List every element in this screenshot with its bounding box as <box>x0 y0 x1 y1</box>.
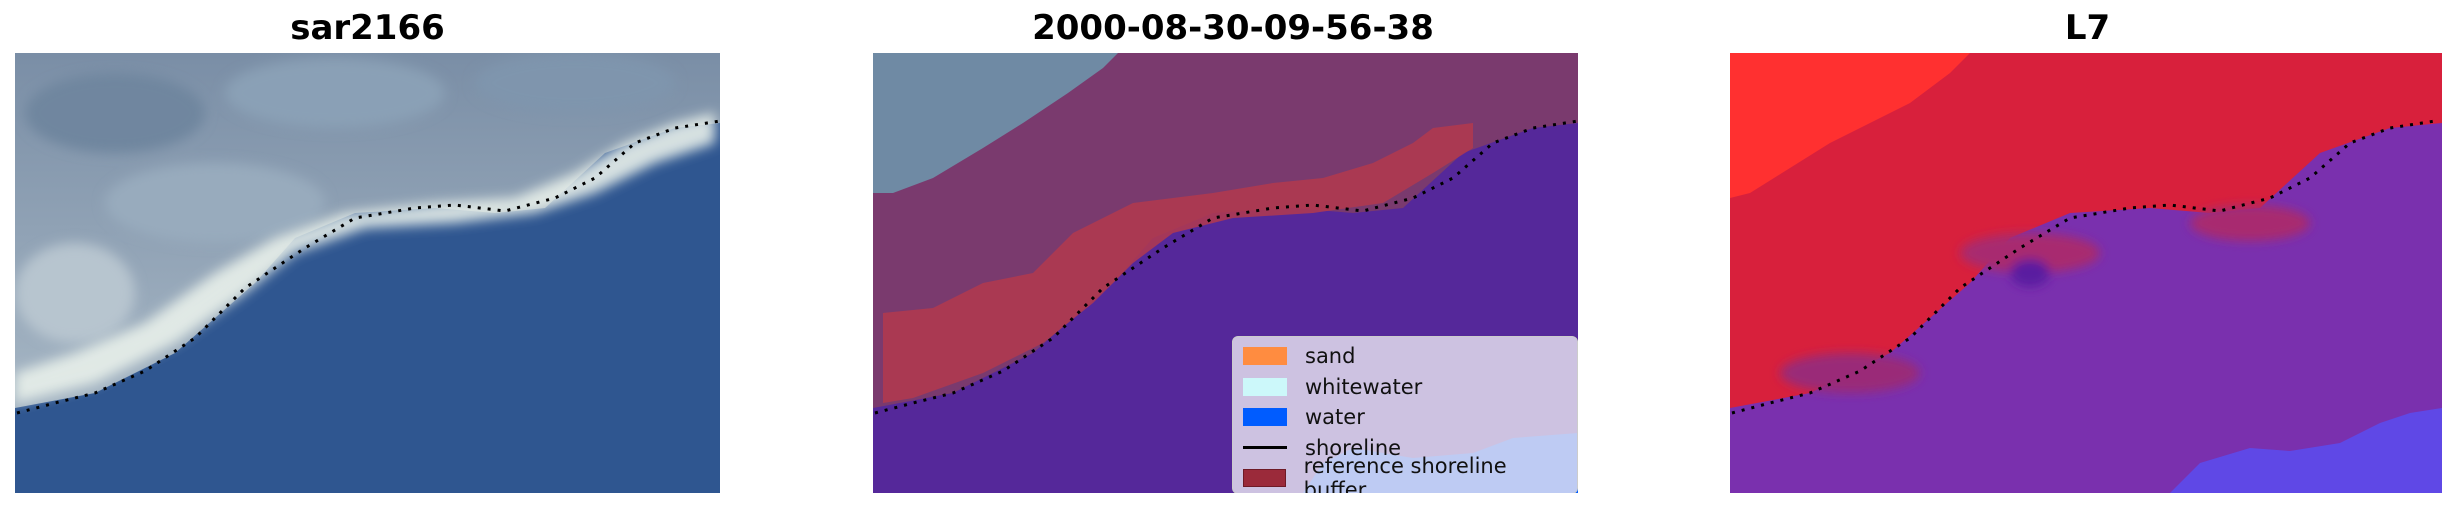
legend-item-sand: sand <box>1243 341 1567 372</box>
legend-item-water: water <box>1243 402 1567 433</box>
probability-image <box>1730 53 2442 493</box>
rgb-panel: sar2166 <box>15 0 720 508</box>
panel-title-date: 2000-08-30-09-56-38 <box>1032 8 1434 48</box>
cloud-texture <box>15 53 675 343</box>
legend-item-buffer: reference shoreline buffer <box>1243 454 1567 493</box>
buffer-swatch <box>1243 469 1286 488</box>
shoreline-dotted <box>16 119 720 415</box>
land-prob-area <box>1730 53 2442 408</box>
classified-image: sand whitewater water shoreline referenc… <box>873 53 1578 493</box>
legend-item-shoreline: shoreline <box>1243 433 1567 464</box>
low-prob-corner <box>2170 408 2442 493</box>
shoreline-swatch <box>1243 446 1287 450</box>
water-swatch <box>1243 408 1287 427</box>
legend: sand whitewater water shoreline referenc… <box>1232 336 1578 493</box>
rgb-image <box>15 53 720 493</box>
probability-panel: L7 <box>1730 0 2445 508</box>
whitewater-band <box>15 113 715 403</box>
whitewater-swatch <box>1243 377 1287 396</box>
transition-texture <box>1780 205 2310 393</box>
unclassified-area <box>873 53 1118 193</box>
shoreline-dotted <box>874 119 1578 415</box>
high-prob-area <box>1730 53 1970 198</box>
legend-item-whitewater: whitewater <box>1243 372 1567 403</box>
panel-title-rgb: sar2166 <box>290 8 445 48</box>
shoreline-dotted <box>1731 119 2436 415</box>
classification-panel: 2000-08-30-09-56-38 sand whitewater wate… <box>873 0 1593 508</box>
sand-swatch <box>1243 347 1287 366</box>
panel-title-sensor: L7 <box>2064 8 2111 48</box>
buffer-zone <box>883 123 1473 403</box>
